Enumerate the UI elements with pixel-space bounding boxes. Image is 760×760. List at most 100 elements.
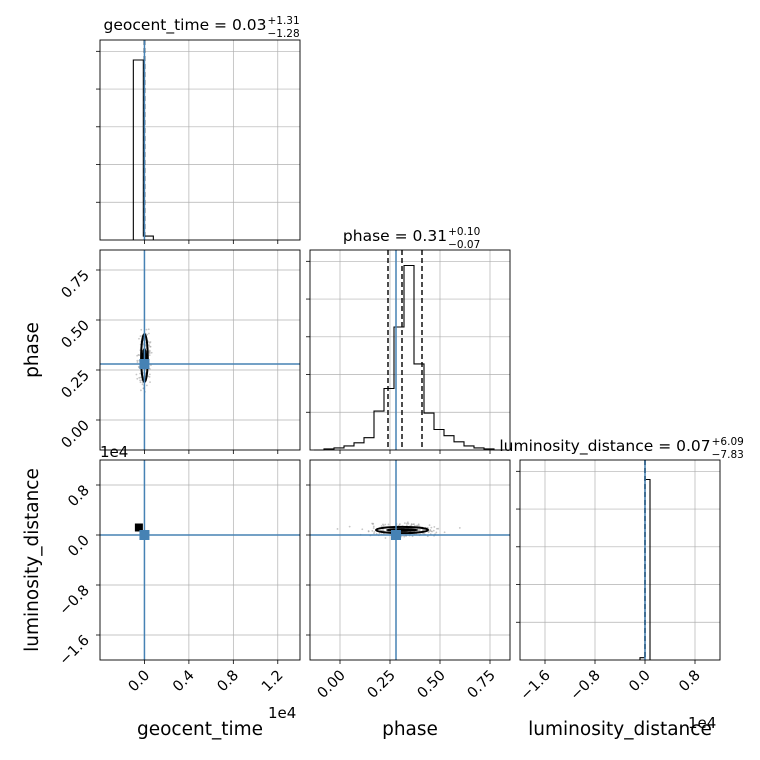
phase-vs-time-point bbox=[148, 341, 151, 344]
ld-vs-phase-point bbox=[406, 522, 408, 525]
ld-vs-phase-point bbox=[458, 527, 461, 529]
ld-vs-phase-point bbox=[336, 528, 339, 530]
ld-vs-phase-point bbox=[371, 529, 374, 532]
phase-vs-time-point bbox=[139, 376, 142, 379]
phase-vs-time-point bbox=[140, 389, 142, 392]
phase-vs-time-point bbox=[149, 381, 151, 384]
phase-vs-time-point bbox=[139, 335, 142, 338]
geocent-time-hist-histogram bbox=[132, 59, 154, 240]
phase-vs-time-point bbox=[145, 328, 148, 331]
phase-vs-time-truth-marker bbox=[139, 359, 150, 369]
phase-vs-time-point bbox=[148, 352, 151, 354]
ld-vs-phase-point bbox=[431, 530, 434, 533]
ld-vs-phase-point bbox=[437, 527, 440, 530]
phase-vs-time-point bbox=[138, 376, 141, 379]
phase-vs-time-point bbox=[139, 379, 141, 382]
ld-vs-phase-point bbox=[373, 532, 375, 535]
ld-vs-phase-frame bbox=[309, 459, 511, 661]
phase-vs-time-point bbox=[136, 354, 139, 357]
luminosity-distance-title: luminosity_distance = 0.07 bbox=[499, 437, 710, 456]
ld-vs-phase-point bbox=[410, 524, 413, 527]
ld-vs-phase-point bbox=[412, 523, 415, 526]
phase-vs-time-point bbox=[147, 328, 150, 331]
x-tick-label-ld-3: 0.8 bbox=[676, 668, 704, 696]
x-tick-label-geocent-time-0: 0.0 bbox=[126, 668, 154, 696]
ld-vs-phase-point bbox=[373, 531, 376, 533]
ld-vs-phase-point bbox=[405, 524, 408, 527]
x-tick-label-ld-2: 0.0 bbox=[626, 668, 654, 696]
y-offset-text: 1e4 bbox=[100, 443, 128, 461]
geocent-time-hist-frame bbox=[99, 39, 301, 241]
phase-title: phase = 0.31 bbox=[343, 227, 447, 245]
y-tick-label-phase-0: 0.00 bbox=[59, 418, 93, 452]
ld-vs-phase-point bbox=[384, 537, 387, 539]
ld-vs-phase-point bbox=[407, 522, 410, 525]
phase-vs-time-point bbox=[136, 359, 139, 362]
phase-vs-time-point bbox=[148, 350, 151, 353]
x-tick-label-geocent-time-2: 0.8 bbox=[215, 668, 243, 696]
x-tick-label-phase-1: 0.25 bbox=[365, 668, 399, 702]
x-offset-text-ld: 1e4 bbox=[688, 714, 716, 732]
ld-vs-phase-point bbox=[436, 527, 438, 530]
y-axis-label-luminosity-distance: luminosity_distance bbox=[22, 468, 43, 652]
ld-vs-phase-point bbox=[400, 535, 403, 538]
ld-vs-phase-truth-marker bbox=[391, 530, 401, 540]
ld-vs-phase-point bbox=[430, 526, 433, 529]
y-tick-label-ld-1: −0.8 bbox=[57, 583, 93, 619]
x-axis-label-geocent-time: geocent_time bbox=[137, 719, 263, 740]
ld-vs-phase-contour-inner bbox=[386, 528, 418, 532]
x-tick-label-geocent-time-3: 1.2 bbox=[259, 668, 287, 696]
ld-vs-phase-point bbox=[410, 523, 413, 525]
x-offset-text-geocent-time: 1e4 bbox=[268, 704, 296, 722]
ld-vs-phase-point bbox=[428, 524, 431, 527]
y-tick-label-phase-3: 0.75 bbox=[59, 268, 93, 302]
phase-vs-time-frame bbox=[99, 249, 301, 451]
ld-vs-phase-point bbox=[417, 523, 420, 526]
geocent-time-title-plus: +1.31 bbox=[267, 15, 299, 27]
ld-vs-phase-point bbox=[372, 527, 375, 530]
ld-vs-time-truth-marker bbox=[139, 530, 150, 540]
phase-vs-time-point bbox=[139, 381, 142, 384]
ld-vs-phase-point bbox=[382, 524, 385, 527]
x-tick-label-phase-3: 0.75 bbox=[465, 668, 499, 702]
ld-vs-phase-point bbox=[348, 525, 351, 528]
phase-vs-time-point bbox=[138, 337, 140, 340]
phase-vs-time-point bbox=[148, 332, 150, 335]
ld-vs-phase-point bbox=[415, 524, 418, 527]
ld-vs-phase-point bbox=[384, 523, 387, 526]
phase-hist-frame bbox=[309, 249, 511, 451]
y-tick-label-ld-2: 0.0 bbox=[65, 533, 93, 561]
y-tick-label-phase-2: 0.50 bbox=[59, 318, 93, 352]
geocent-time-title: geocent_time = 0.03 bbox=[104, 16, 267, 35]
phase-vs-time-point bbox=[148, 373, 151, 376]
ld-vs-phase-point bbox=[380, 525, 383, 527]
ld-vs-phase-point bbox=[406, 521, 409, 524]
ld-vs-phase-point bbox=[432, 529, 435, 532]
ld-vs-phase-point bbox=[372, 525, 375, 528]
y-tick-label-ld-0: −1.6 bbox=[57, 633, 93, 669]
ld-vs-phase-contour-outer bbox=[375, 525, 429, 535]
x-tick-label-geocent-time-1: 0.4 bbox=[170, 668, 198, 696]
ld-vs-phase-point bbox=[433, 526, 436, 528]
ld-vs-phase-point bbox=[361, 528, 364, 531]
x-axis-label-luminosity-distance: luminosity_distance bbox=[528, 719, 712, 740]
luminosity-distance-title-minus: −7.83 bbox=[712, 449, 744, 461]
phase-hist-histogram bbox=[314, 264, 504, 451]
x-tick-label-phase-0: 0.00 bbox=[315, 668, 349, 702]
luminosity-distance-title-plus: +6.09 bbox=[712, 436, 744, 448]
luminosity-distance-title-group: luminosity_distance = 0.07 +6.09−7.83 bbox=[499, 436, 743, 461]
phase-vs-time-point bbox=[135, 373, 138, 376]
phase-vs-time-point bbox=[148, 354, 151, 357]
phase-title-group: phase = 0.31 +0.10−0.07 bbox=[343, 226, 480, 251]
phase-vs-time-point bbox=[149, 345, 151, 348]
phase-vs-time-point bbox=[146, 333, 149, 336]
ld-vs-phase-point bbox=[443, 531, 446, 534]
phase-vs-time-point bbox=[141, 383, 144, 386]
phase-title-minus: −0.07 bbox=[448, 239, 480, 251]
x-tick-label-phase-2: 0.50 bbox=[415, 668, 449, 702]
phase-vs-time-point bbox=[145, 384, 148, 387]
ld-vs-phase-point bbox=[403, 522, 406, 525]
x-tick-label-ld-1: −0.8 bbox=[568, 668, 604, 704]
ld-vs-phase-point bbox=[399, 523, 401, 525]
ld-vs-phase-point bbox=[411, 535, 414, 538]
